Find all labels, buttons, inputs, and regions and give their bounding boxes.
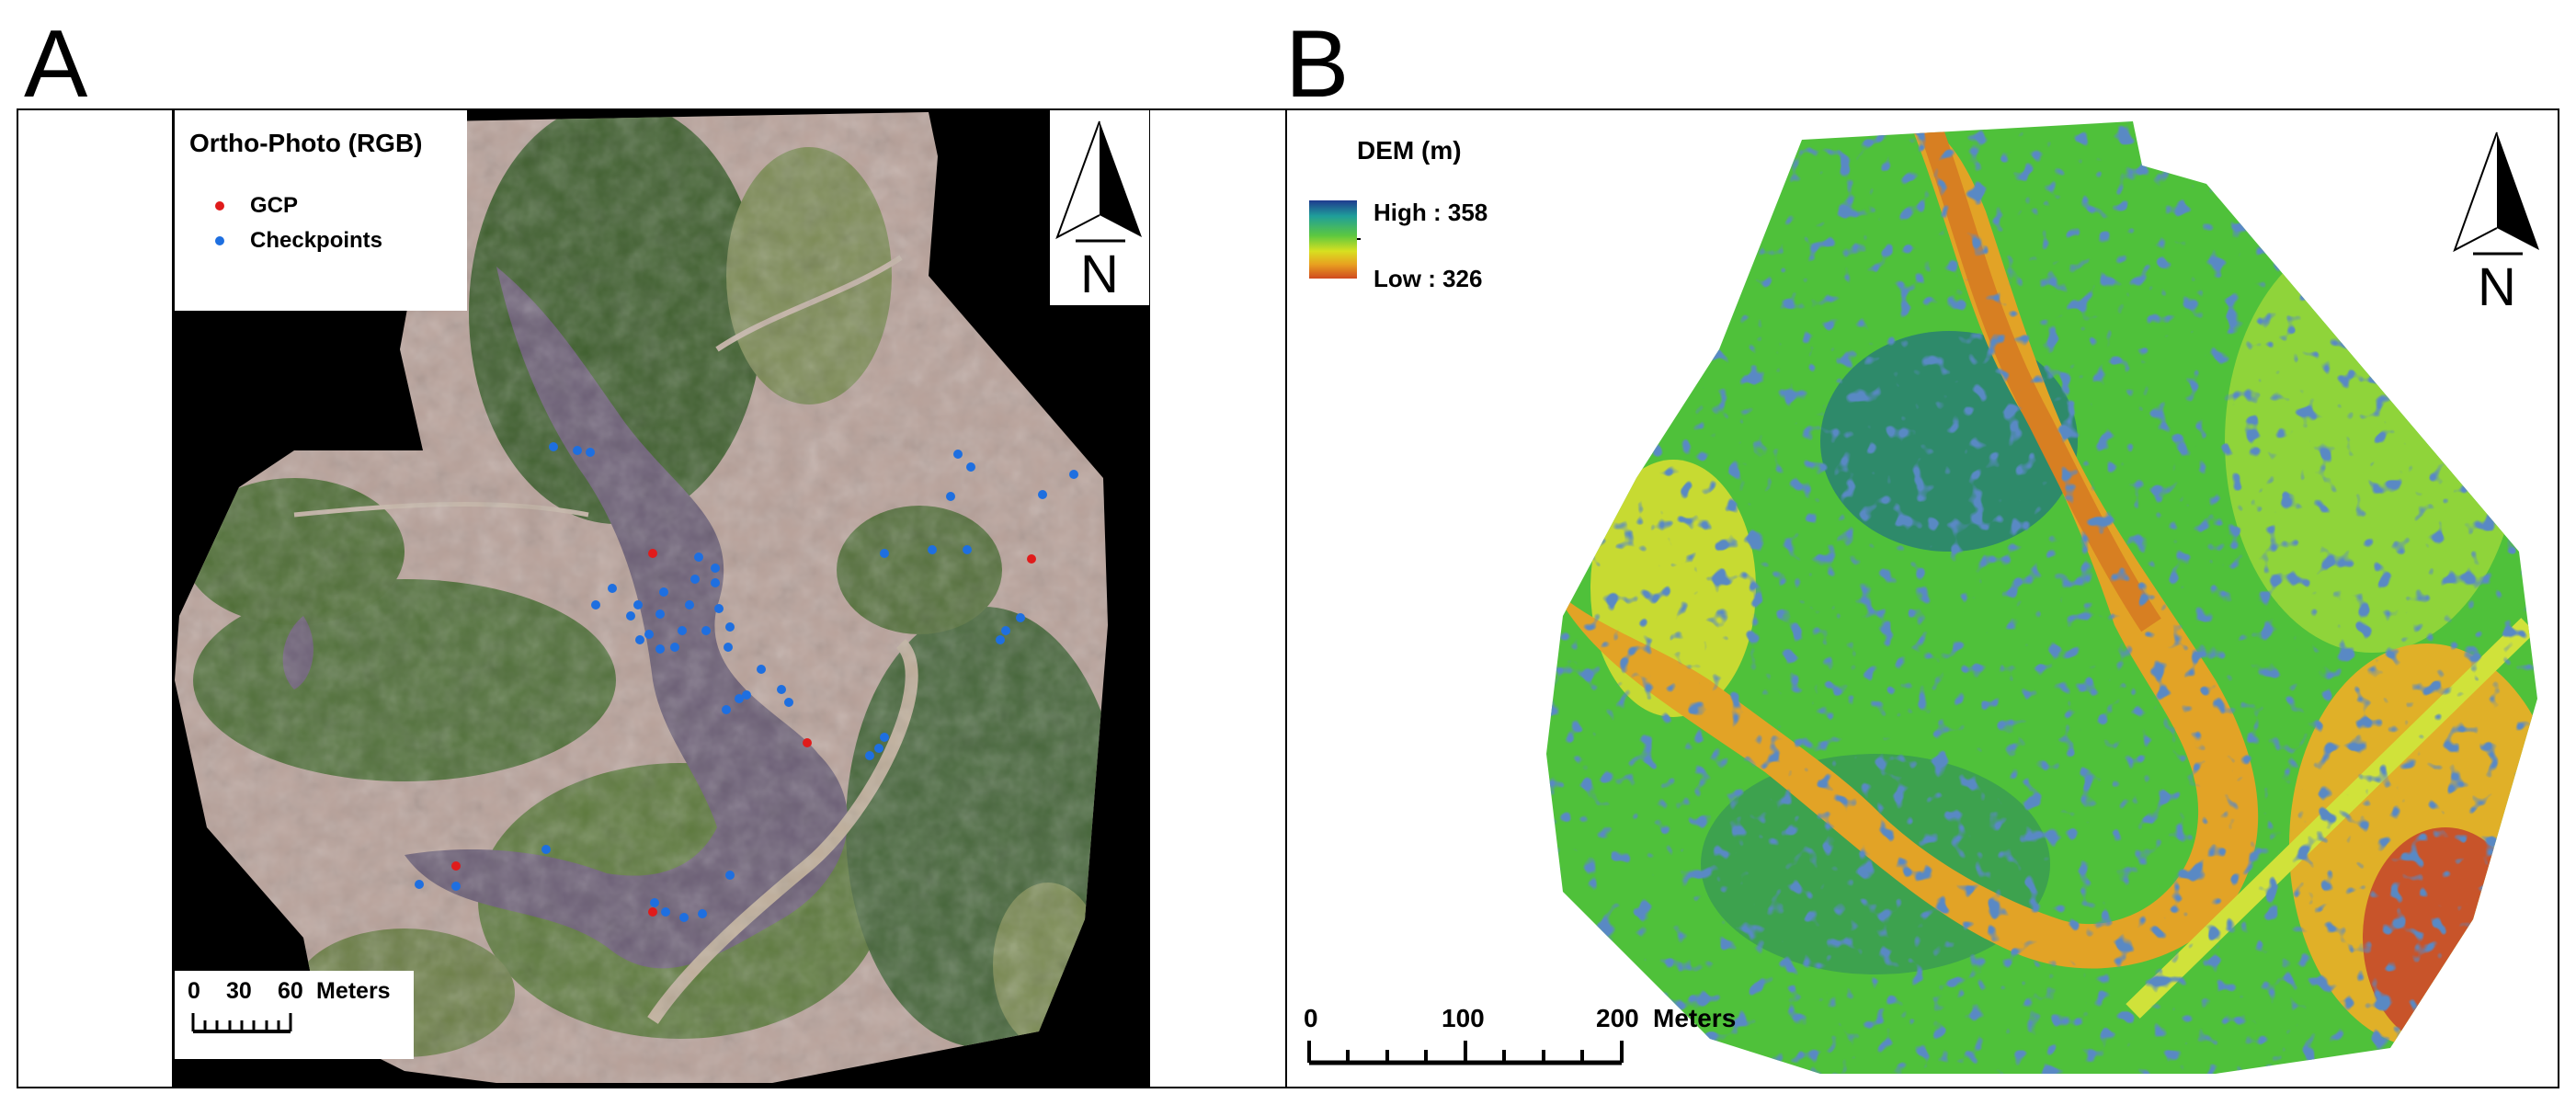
checkpoint-marker <box>573 446 582 455</box>
checkpoint-marker <box>591 600 600 609</box>
checkpoint-marker <box>711 578 720 587</box>
checkpoint-marker <box>1069 470 1078 479</box>
checkpoint-marker <box>415 880 424 889</box>
checkpoint-marker <box>650 898 659 907</box>
checkpoint-marker <box>586 448 595 457</box>
panel-a-letter: A <box>24 11 88 118</box>
scale-bar-a: 0 30 60 Meters <box>175 971 414 1059</box>
checkpoint-marker <box>608 584 617 593</box>
checkpoint-marker <box>678 626 687 635</box>
checkpoint-marker <box>865 751 874 760</box>
checkpoint-marker <box>701 626 711 635</box>
scale-b-tick-0: 0 <box>1304 1004 1318 1032</box>
north-arrow-icon-b <box>2453 131 2539 256</box>
checkpoint-marker <box>670 643 679 652</box>
checkpoint-marker <box>722 705 731 714</box>
panel-b-letter: B <box>1285 11 1350 118</box>
checkpoint-marker <box>757 665 766 674</box>
scale-b-unit: Meters <box>1653 1004 1737 1032</box>
dem-color-ramp <box>1309 200 1361 279</box>
checkpoint-marker <box>784 698 793 707</box>
checkpoint-marker <box>690 575 700 584</box>
orthophoto-map-panel: Ortho-Photo (RGB) GCP Checkpoints N 0 30… <box>17 108 1287 1088</box>
dem-raster <box>1546 121 2537 1074</box>
checkpoint-marker <box>1016 613 1025 622</box>
checkpoint-marker <box>661 907 670 917</box>
scale-b-tick-200: 200 <box>1596 1004 1639 1032</box>
dem-legend: DEM (m) High : 358 Low : 326 <box>1305 127 1544 292</box>
checkpoint-marker <box>1038 490 1047 499</box>
checkpoint-marker <box>928 545 937 554</box>
gcp-legend-swatch <box>215 201 224 211</box>
checkpoint-marker <box>735 694 744 703</box>
gcp-legend-label: GCP <box>250 193 299 218</box>
checkpoint-marker <box>635 635 644 644</box>
north-label-b: N <box>2478 257 2516 317</box>
scale-a-tick-0: 0 <box>188 978 200 1004</box>
north-label-a: N <box>1080 245 1119 304</box>
checkpoint-marker <box>644 630 654 639</box>
checkpoint-marker <box>725 871 735 880</box>
checkpoint-marker <box>655 644 665 654</box>
north-arrow-a: N <box>1050 110 1149 305</box>
checkpoint-marker <box>655 609 665 619</box>
checkpoint-marker <box>742 690 751 700</box>
checkpoint-marker <box>880 733 889 742</box>
gcp-marker <box>1027 554 1036 564</box>
checkpoint-marker <box>946 492 955 501</box>
checkpoint-marker <box>963 545 972 554</box>
checkpoint-legend-label: Checkpoints <box>250 228 383 253</box>
checkpoint-marker <box>549 442 558 451</box>
checkpoint-marker <box>953 450 963 459</box>
checkpoint-marker <box>725 622 735 632</box>
checkpoint-marker <box>724 643 733 652</box>
checkpoint-points <box>415 442 1078 922</box>
north-arrow-b: N <box>2447 123 2547 318</box>
checkpoint-marker <box>874 744 883 753</box>
gcp-marker <box>451 861 461 871</box>
scale-b-tick-100: 100 <box>1442 1004 1485 1032</box>
dem-map-panel: DEM (m) High : 358 Low : 326 N 0 100 200… <box>1285 108 2559 1088</box>
checkpoint-marker <box>541 845 551 854</box>
scale-bar-b: 0 100 200 Meters <box>1304 1000 1763 1085</box>
checkpoint-marker <box>659 587 668 597</box>
dem-legend-low: Low : 326 <box>1373 265 1483 292</box>
dem-map <box>1546 121 2537 1074</box>
gcp-points <box>451 549 1036 917</box>
scale-a-unit: Meters <box>316 978 391 1004</box>
gcp-marker <box>648 549 657 558</box>
checkpoint-marker <box>626 611 635 621</box>
checkpoint-marker <box>694 552 703 562</box>
checkpoint-marker <box>685 600 694 609</box>
dem-legend-high: High : 358 <box>1373 199 1488 226</box>
checkpoint-marker <box>996 635 1005 644</box>
checkpoint-marker <box>714 604 724 613</box>
scale-a-tick-30: 30 <box>226 978 252 1004</box>
north-arrow-icon <box>1055 120 1142 243</box>
gcp-marker <box>803 738 812 747</box>
gcp-marker <box>648 907 657 917</box>
ortho-legend-title: Ortho-Photo (RGB) <box>189 129 423 157</box>
checkpoint-marker <box>1001 626 1010 635</box>
checkpoint-marker <box>698 909 707 918</box>
checkpoint-marker <box>451 882 461 891</box>
checkpoint-marker <box>966 462 975 472</box>
checkpoint-marker <box>777 685 786 694</box>
ortho-legend: Ortho-Photo (RGB) GCP Checkpoints <box>175 110 467 311</box>
checkpoint-marker <box>880 549 889 558</box>
checkpoint-marker <box>679 913 689 922</box>
checkpoint-legend-swatch <box>215 236 224 245</box>
scale-b-bar <box>1307 1041 1624 1065</box>
checkpoint-marker <box>633 600 643 609</box>
scale-a-tick-60: 60 <box>278 978 303 1004</box>
dem-legend-title: DEM (m) <box>1357 136 1462 165</box>
checkpoint-marker <box>711 564 720 573</box>
